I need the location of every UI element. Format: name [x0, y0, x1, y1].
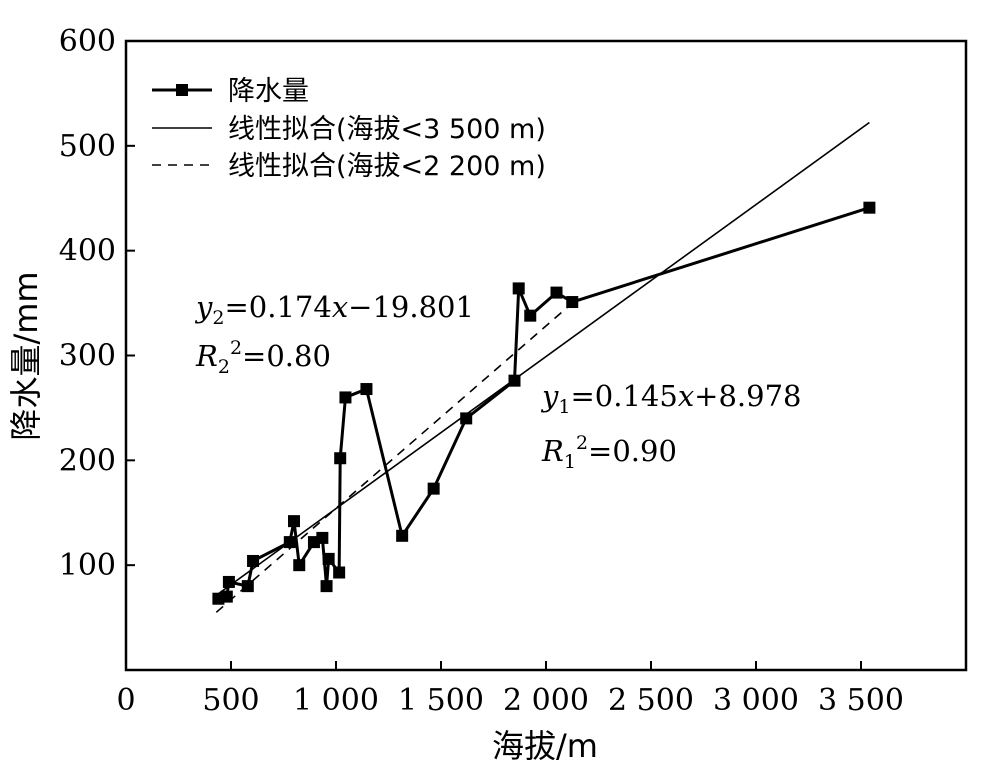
x-axis-title: 海拔/m	[492, 727, 598, 765]
x-tick-label-2000: 2 000	[503, 683, 589, 718]
legend: 降水量 线性拟合(海拔<3 500 m) 线性拟合(海拔<2 200 m)	[152, 76, 546, 182]
precip-point-4	[247, 554, 260, 567]
svg-text:y2=0.174x−19.801: y2=0.174x−19.801	[194, 290, 474, 329]
precip-point-15	[360, 383, 373, 396]
precip-point-23	[566, 296, 579, 309]
precip-point-20	[512, 282, 525, 295]
x-tick-label-0: 0	[116, 683, 135, 718]
y-axis-title: 降水量/mm	[7, 271, 45, 440]
svg-text:R22=0.80: R22=0.80	[195, 337, 331, 378]
precip-point-5	[283, 536, 296, 549]
precip-point-6	[288, 515, 300, 528]
y-tick-label-100: 100	[59, 548, 116, 583]
precip-point-19	[508, 374, 521, 387]
y-tick-label-200: 200	[59, 443, 116, 478]
x-tick-label-2500: 2 500	[608, 683, 694, 718]
svg-text:R12=0.90: R12=0.90	[541, 432, 677, 473]
y-tick-label-600: 600	[59, 24, 116, 59]
x-tick-label-500: 500	[202, 683, 259, 718]
fit-line-3500	[215, 121, 870, 596]
precip-point-17	[427, 482, 440, 495]
legend-label-fit1: 线性拟合(海拔<3 500 m)	[228, 114, 546, 145]
precip-point-14	[339, 391, 352, 404]
x-tick-label-3500: 3 500	[818, 683, 904, 718]
precip-point-18	[460, 412, 473, 425]
precip-point-1	[220, 590, 233, 603]
legend-label-fit2: 线性拟合(海拔<2 200 m)	[228, 151, 546, 182]
precip-point-22	[550, 286, 563, 299]
precip-point-21	[524, 309, 537, 322]
x-tick-label-3000: 3 000	[713, 683, 799, 718]
precip-point-24	[863, 201, 876, 214]
legend-label-precip: 降水量	[228, 76, 309, 107]
y-tick-label-400: 400	[59, 234, 116, 269]
precip-point-7	[293, 559, 306, 572]
precip-point-3	[241, 580, 254, 593]
y-tick-label-300: 300	[59, 339, 116, 374]
precip-point-12	[333, 566, 346, 579]
precip-point-11	[322, 552, 335, 565]
x-tick-label-1500: 1 500	[398, 683, 484, 718]
x-tick-label-1000: 1 000	[293, 683, 379, 718]
precip-point-16	[396, 529, 409, 542]
equation-fit2: y2=0.174x−19.801 R22=0.80	[194, 290, 474, 378]
precip-point-2	[222, 575, 235, 588]
precip-point-13	[334, 452, 347, 465]
precip-point-9	[316, 531, 329, 544]
precip-point-10	[320, 580, 333, 593]
fit-line-2200	[215, 302, 573, 613]
equation-fit1: y1=0.145x+8.978 R12=0.90	[540, 379, 802, 473]
legend-marker-precip	[176, 84, 188, 96]
y-tick-label-500: 500	[59, 129, 116, 164]
svg-text:y1=0.145x+8.978: y1=0.145x+8.978	[540, 379, 802, 418]
